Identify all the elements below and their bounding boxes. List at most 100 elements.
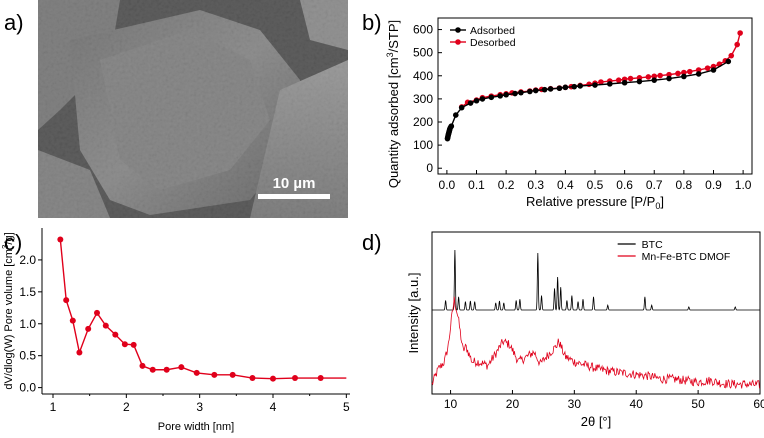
data-point-adsorbed <box>571 83 578 90</box>
data-point-adsorbed <box>512 90 518 97</box>
data-point <box>163 366 170 373</box>
data-point-adsorbed <box>666 75 672 82</box>
x-tick-label: 0.4 <box>557 178 574 192</box>
y-tick-label: 300 <box>413 92 433 106</box>
data-point-adsorbed <box>527 88 533 95</box>
x-axis-label: 2θ [°] <box>581 414 612 429</box>
x-tick-label: 10 <box>444 397 458 411</box>
data-point-adsorbed <box>562 84 569 91</box>
data-point-adsorbed <box>448 123 455 129</box>
x-tick-label: 0.0 <box>439 178 456 192</box>
data-point-desorbed <box>675 70 681 77</box>
data-point <box>211 371 218 378</box>
y-tick-label: 0.0 <box>19 381 36 395</box>
x-tick-label: 4 <box>270 400 277 414</box>
data-point-adsorbed <box>518 89 524 96</box>
series-line-btc <box>432 249 760 311</box>
legend-marker <box>455 27 461 33</box>
data-point-adsorbed <box>607 81 613 87</box>
data-point-desorbed <box>598 79 604 85</box>
xrd-chart: 10 20 30 40 50 60 2θ [°] Intensity [a.u.] BTCMn-… <box>406 231 764 429</box>
data-point <box>149 366 156 373</box>
x-tick-label: 0.8 <box>676 178 693 192</box>
y-axis-label: Quantity adsorbed [cm3/STP] <box>385 20 401 188</box>
x-tick-label: 0.3 <box>527 178 544 192</box>
data-point <box>63 297 70 304</box>
data-point-adsorbed <box>541 86 548 93</box>
y-tick-label: 0.5 <box>19 349 36 363</box>
data-point-adsorbed <box>681 73 687 80</box>
panel-label-c: c) <box>4 230 22 255</box>
x-tick-label: 3 <box>196 400 203 414</box>
data-point-adsorbed <box>532 87 539 94</box>
x-axis-label: Pore width [nm] <box>158 421 234 433</box>
x-tick-label: 2 <box>123 400 130 414</box>
data-point <box>317 375 324 382</box>
y-tick-label: 2.0 <box>19 253 36 267</box>
data-point <box>112 331 119 338</box>
legend-entry: Mn-Fe-BTC DMOF <box>642 251 731 263</box>
y-axis-label: Intensity [a.u.] <box>406 273 421 354</box>
y-tick-label: 200 <box>413 115 433 129</box>
legend-entry: Desorbed <box>470 37 516 49</box>
data-point <box>76 349 83 356</box>
data-point <box>229 371 236 378</box>
data-point-adsorbed <box>479 96 486 102</box>
x-tick-label: 60 <box>753 397 764 411</box>
data-point <box>292 375 298 382</box>
y-tick-label: 1.0 <box>19 317 36 331</box>
y-axis-label-sup: 3 <box>385 52 395 57</box>
data-point-adsorbed <box>467 100 474 106</box>
data-point <box>102 322 109 329</box>
x-tick-label: 5 <box>343 400 350 414</box>
x-tick-label: 50 <box>691 397 705 411</box>
data-point <box>139 362 146 369</box>
data-point-adsorbed <box>636 78 643 85</box>
data-point-adsorbed <box>452 112 459 118</box>
data-point <box>69 317 76 324</box>
y-tick-label: 100 <box>413 138 433 152</box>
y-tick-label: 400 <box>413 69 433 83</box>
pore-distribution-chart: 1 2 3 4 5 0.0 0.5 1.0 1.5 2.0 Pore width [nm] dV/dl… <box>1 228 350 433</box>
data-point-adsorbed <box>488 94 495 101</box>
scale-bar-label: 10 µm <box>273 175 316 192</box>
data-point-adsorbed <box>547 86 554 92</box>
data-point-desorbed <box>657 72 663 79</box>
data-point-desorbed <box>615 77 622 83</box>
y-tick-label: 600 <box>413 23 433 37</box>
y-axis-label-sup: 3 <box>1 244 10 249</box>
data-point-adsorbed <box>710 67 717 73</box>
x-axis-label-end: ] <box>660 194 664 209</box>
data-point-adsorbed <box>592 82 598 88</box>
y-axis-label-end: /g] <box>3 232 15 244</box>
x-tick-label: 30 <box>568 397 582 411</box>
x-tick-label: 0.5 <box>587 178 604 192</box>
y-axis-label: dV/dlog(W) Pore volume [cm3/g] <box>1 232 15 389</box>
plot-frame <box>431 231 761 395</box>
data-point-adsorbed <box>577 83 583 89</box>
x-tick-label: 1.0 <box>735 178 752 192</box>
data-point-desorbed <box>651 73 658 80</box>
data-point-desorbed <box>681 69 687 76</box>
data-point-adsorbed <box>695 71 702 77</box>
data-point-desorbed <box>704 65 711 71</box>
data-point-adsorbed <box>503 91 509 98</box>
data-point-desorbed <box>686 68 693 75</box>
data-point-desorbed <box>586 81 592 88</box>
x-axis-label: Relative pressure [P/P0] <box>526 194 664 211</box>
x-axis-label-main: Relative pressure [P/P <box>526 194 655 209</box>
x-tick-label: 1 <box>50 400 57 414</box>
data-point-adsorbed <box>651 77 658 83</box>
data-point-adsorbed <box>473 97 480 104</box>
panel-label-b: b) <box>362 10 382 35</box>
data-point-desorbed <box>627 75 634 82</box>
isotherm-chart: 0.0 0.1 0.2 0.3 0.4 0.5 0.6 0.7 0.8 0.9 1.0 0 100 200… <box>385 17 753 211</box>
data-point <box>57 236 64 243</box>
legend-entry: BTC <box>642 239 663 251</box>
x-tick-label: 0.9 <box>705 178 722 192</box>
data-point-adsorbed <box>621 79 628 86</box>
y-tick-label: 500 <box>413 46 433 60</box>
data-point <box>121 341 128 348</box>
y-axis-label-end: /STP] <box>386 20 401 53</box>
